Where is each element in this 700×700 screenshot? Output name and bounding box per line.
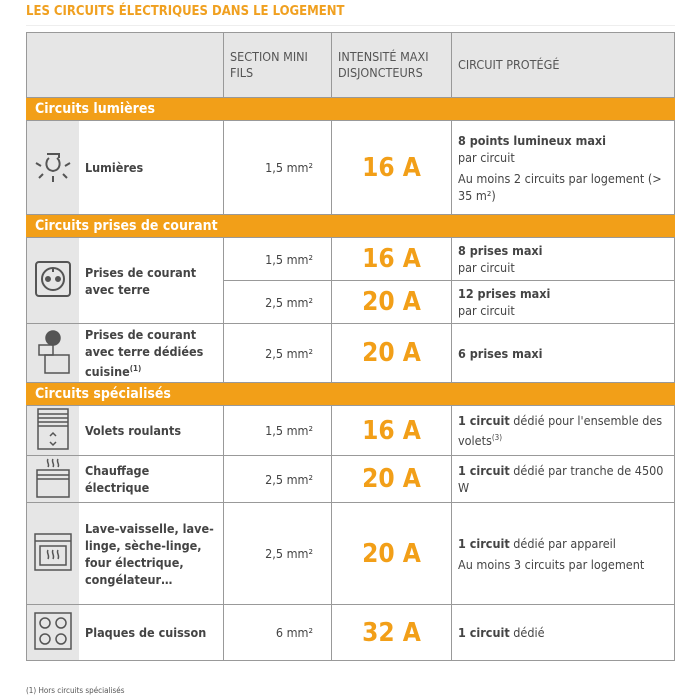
table-row: Lumières 1,5 mm² 16 A 8 points lumineux … xyxy=(26,120,675,215)
page-title: LES CIRCUITS ÉLECTRIQUES DANS LE LOGEMEN… xyxy=(26,4,345,19)
light-bulb-icon xyxy=(26,120,79,215)
footnote: (1) Hors circuits spécialisés xyxy=(26,686,125,695)
header-intensite: INTENSITÉ MAXI DISJONCTEURS xyxy=(331,32,452,98)
table-row: Prises de courant avec terre 1,5 mm² 16 … xyxy=(26,237,675,324)
socket-icon xyxy=(26,237,79,324)
group-prises: Circuits prises de courant xyxy=(26,214,675,238)
table-row: Prises de courant avec terre dédiées cui… xyxy=(26,323,675,383)
table-row: Lave-vaisselle, lave-linge, sèche-linge,… xyxy=(26,502,675,605)
table-row: Volets roulants 1,5 mm² 16 A 1 circuit d… xyxy=(26,405,675,456)
table-header: SECTION MINI FILS INTENSITÉ MAXI DISJONC… xyxy=(26,32,675,98)
header-circuit: CIRCUIT PROTÉGÉ xyxy=(451,32,675,98)
group-specialises: Circuits spécialisés xyxy=(26,382,675,406)
group-lumieres: Circuits lumières xyxy=(26,97,675,121)
kitchen-socket-icon xyxy=(26,323,79,383)
heater-icon xyxy=(26,455,79,503)
header-empty xyxy=(26,32,224,98)
cooktop-icon xyxy=(26,604,79,661)
oven-icon xyxy=(26,502,79,605)
circuits-table: SECTION MINI FILS INTENSITÉ MAXI DISJONC… xyxy=(26,32,675,661)
shutter-icon xyxy=(26,405,79,456)
header-section: SECTION MINI FILS xyxy=(223,32,332,98)
table-row: Plaques de cuisson 6 mm² 32 A 1 circuit … xyxy=(26,604,675,661)
table-row: 2,5 mm² 20 A 12 prises maxi par circuit xyxy=(27,280,675,324)
divider xyxy=(26,25,675,26)
table-row: Chauffage électrique 2,5 mm² 20 A 1 circ… xyxy=(26,455,675,503)
